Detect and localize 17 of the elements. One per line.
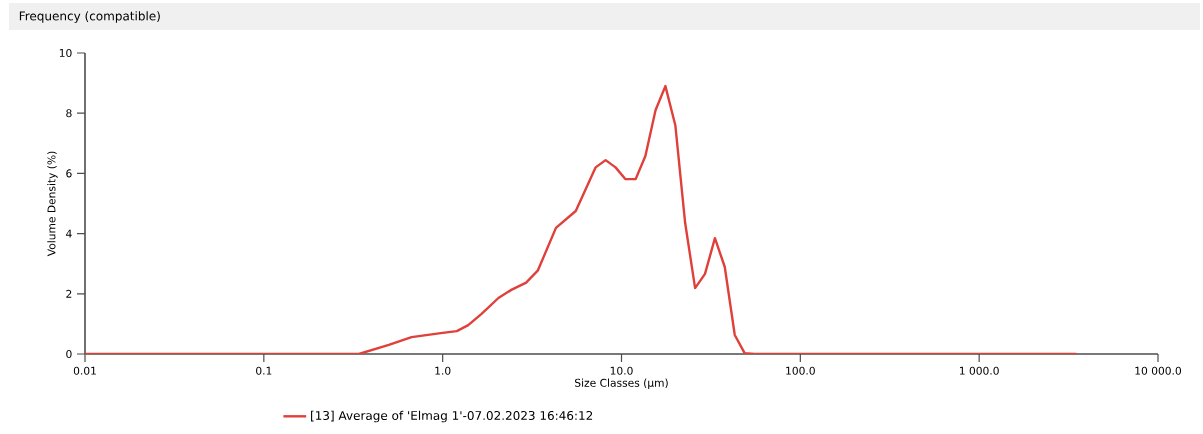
x-tick-label: 0.01 bbox=[73, 366, 96, 375]
x-axis-title: Size Classes (µm) bbox=[575, 378, 668, 389]
y-tick-label: 2 bbox=[66, 289, 72, 298]
x-tick-label: 1.0 bbox=[435, 366, 451, 375]
chart-title: Frequency (compatible) bbox=[19, 11, 160, 23]
x-tick-label: 10.0 bbox=[610, 366, 633, 375]
y-tick-label: 4 bbox=[66, 229, 72, 238]
y-tick-label: 6 bbox=[66, 169, 72, 178]
y-tick-label: 0 bbox=[66, 349, 72, 359]
x-tick-label: 100.0 bbox=[786, 366, 815, 375]
x-tick-label: 10 000.0 bbox=[1135, 366, 1182, 375]
legend-label: [13] Average of 'Elmag 1'-07.02.2023 16:46:12 bbox=[311, 410, 593, 423]
x-tick-label: 1 000.0 bbox=[959, 366, 999, 375]
y-tick-label: 10 bbox=[59, 48, 72, 58]
y-axis-title: Volume Density (%) bbox=[47, 151, 58, 257]
x-tick-label: 0.1 bbox=[256, 366, 272, 375]
y-tick-label: 8 bbox=[66, 109, 72, 118]
